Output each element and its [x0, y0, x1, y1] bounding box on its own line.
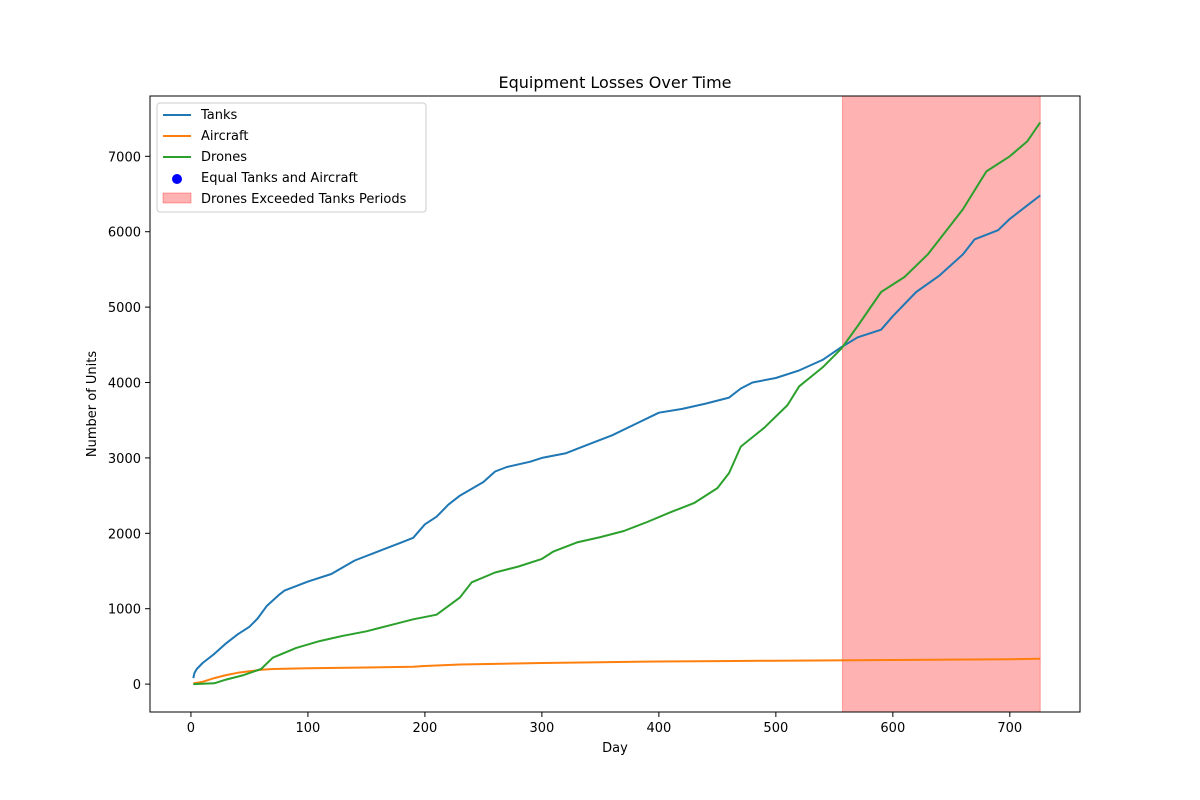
y-tick-label: 3000	[108, 452, 141, 467]
y-tick-label: 6000	[108, 226, 141, 241]
x-tick-label: 700	[997, 721, 1022, 736]
chart-title: Equipment Losses Over Time	[498, 73, 731, 92]
legend-swatch-shade	[162, 192, 192, 204]
shade-layer	[842, 95, 1041, 713]
series-line-drones	[193, 121, 1042, 686]
x-tick-label: 100	[296, 721, 321, 736]
x-tick-label: 500	[763, 721, 788, 736]
legend-box	[156, 102, 427, 213]
legend-label-tanks: Tanks	[200, 108, 238, 123]
series-layer	[192, 121, 1042, 686]
x-tick-label: 400	[646, 721, 671, 736]
shaded-region-0	[842, 95, 1041, 713]
x-axis-label: Day	[602, 741, 628, 756]
y-tick-label: 7000	[108, 150, 141, 165]
y-tick-label: 0	[133, 678, 141, 693]
plot-frame	[149, 95, 1081, 713]
y-axis-label: Number of Units	[85, 351, 100, 457]
x-axis: 0 100 200 300 400 500 600 700	[187, 712, 1022, 736]
y-tick-label: 4000	[108, 377, 141, 392]
legend-label-shade: Drones Exceeded Tanks Periods	[201, 192, 407, 207]
x-tick-label: 200	[412, 721, 437, 736]
legend-label-drones: Drones	[201, 150, 247, 165]
series-line-aircraft	[193, 657, 1041, 685]
x-tick-label: 300	[529, 721, 554, 736]
y-axis: 0 1000 2000 3000 4000 5000 6000 7000	[108, 150, 150, 693]
series-line-tanks	[192, 194, 1041, 679]
legend: Tanks Aircraft Drones Equal Tanks and Ai…	[156, 102, 427, 213]
legend-label-aircraft: Aircraft	[201, 129, 248, 144]
x-tick-label: 0	[187, 721, 195, 736]
y-tick-label: 1000	[108, 603, 141, 618]
y-tick-label: 2000	[108, 527, 141, 542]
legend-label-equal: Equal Tanks and Aircraft	[201, 171, 358, 186]
legend-marker-equal	[172, 174, 182, 184]
x-tick-label: 600	[880, 721, 905, 736]
y-tick-label: 5000	[108, 301, 141, 316]
